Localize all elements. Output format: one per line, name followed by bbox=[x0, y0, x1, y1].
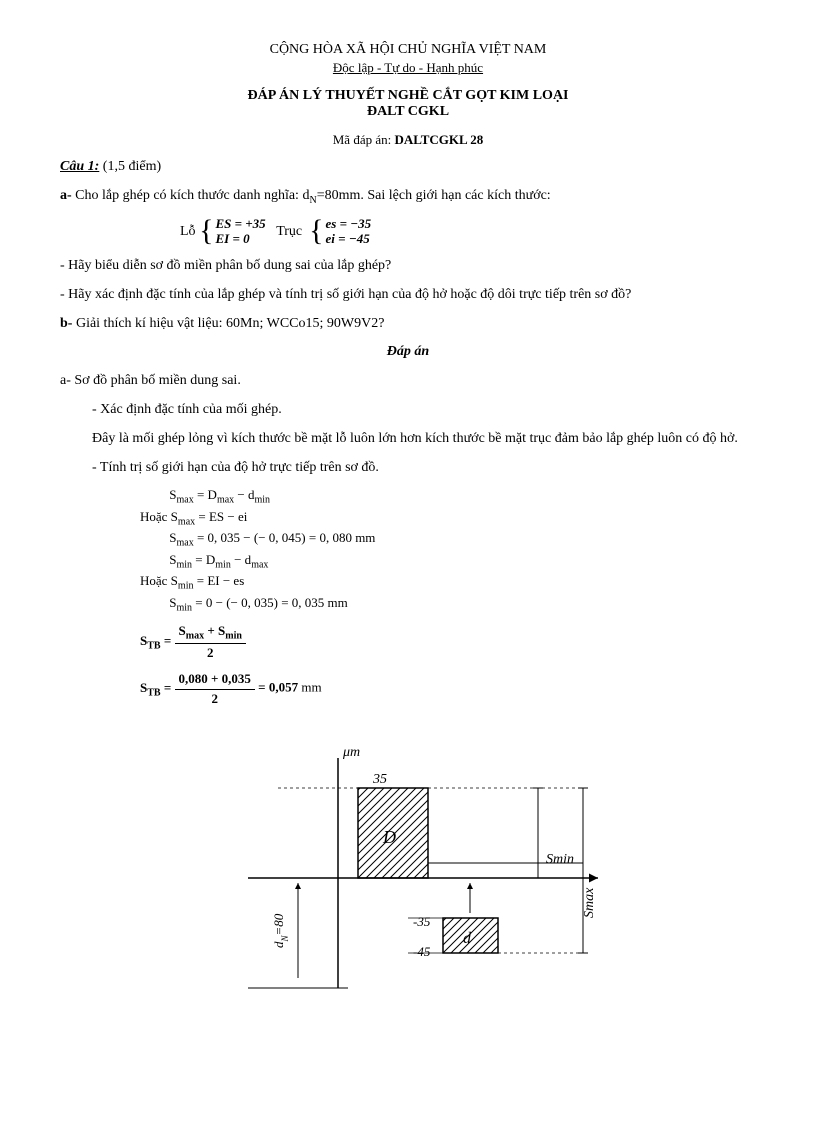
answer-heading: Đáp án bbox=[60, 344, 756, 360]
diagram-35: 35 bbox=[372, 772, 387, 787]
tolerance-diagram: μm 35 D Smin d -35 -45 Smax dN=80 bbox=[188, 728, 628, 1038]
q1-bullet1: - Hãy biểu diễn sơ đồ miền phân bố dung … bbox=[60, 255, 756, 276]
q1-part-a: a- Cho lắp ghép có kích thước danh nghĩa… bbox=[60, 185, 756, 208]
diagram-n45: -45 bbox=[413, 944, 431, 959]
diagram-ylabel: μm bbox=[342, 745, 360, 760]
diagram-smin: Smin bbox=[546, 852, 574, 867]
header-motto: Độc lập - Tự do - Hạnh phúc bbox=[60, 60, 756, 76]
q1-part-b: b- Giải thích kí hiệu vật liệu: 60Mn; WC… bbox=[60, 313, 756, 334]
q1-bullet2: - Hãy xác định đặc tính của lắp ghép và … bbox=[60, 284, 756, 305]
diagram-n35: -35 bbox=[413, 914, 431, 929]
diagram-D: D bbox=[382, 827, 396, 847]
calculations: Smax = Dmax − dmin Hoặc Smax = ES − ei S… bbox=[140, 486, 756, 708]
answer-a-sub2: - Tính trị số giới hạn của độ hở trực ti… bbox=[92, 457, 756, 478]
answer-a-para: Đây là mối ghép lỏng vì kích thước bề mặ… bbox=[92, 428, 756, 449]
header-country: CỘNG HÒA XÃ HỘI CHỦ NGHĨA VIỆT NAM bbox=[60, 42, 756, 58]
answer-a: a- Sơ đồ phân bố miền dung sai. bbox=[60, 370, 756, 391]
diagram-dn80: dN=80 bbox=[271, 913, 290, 948]
answer-a-sub1: - Xác định đặc tính của mối ghép. bbox=[92, 399, 756, 420]
question-1-header: Câu 1: (1,5 điểm) bbox=[60, 156, 756, 177]
tolerance-equations: Lỗ { ES = +35 EI = 0 Trục { es = −35 ei … bbox=[180, 216, 756, 247]
answer-code: Mã đáp án: DALTCGKL 28 bbox=[60, 132, 756, 148]
doc-title: ĐÁP ÁN LÝ THUYẾT NGHỀ CẮT GỌT KIM LOẠI bbox=[60, 88, 756, 104]
doc-subtitle: ĐALT CGKL bbox=[60, 104, 756, 120]
diagram-smax: Smax bbox=[582, 887, 597, 918]
diagram-d: d bbox=[463, 930, 472, 947]
